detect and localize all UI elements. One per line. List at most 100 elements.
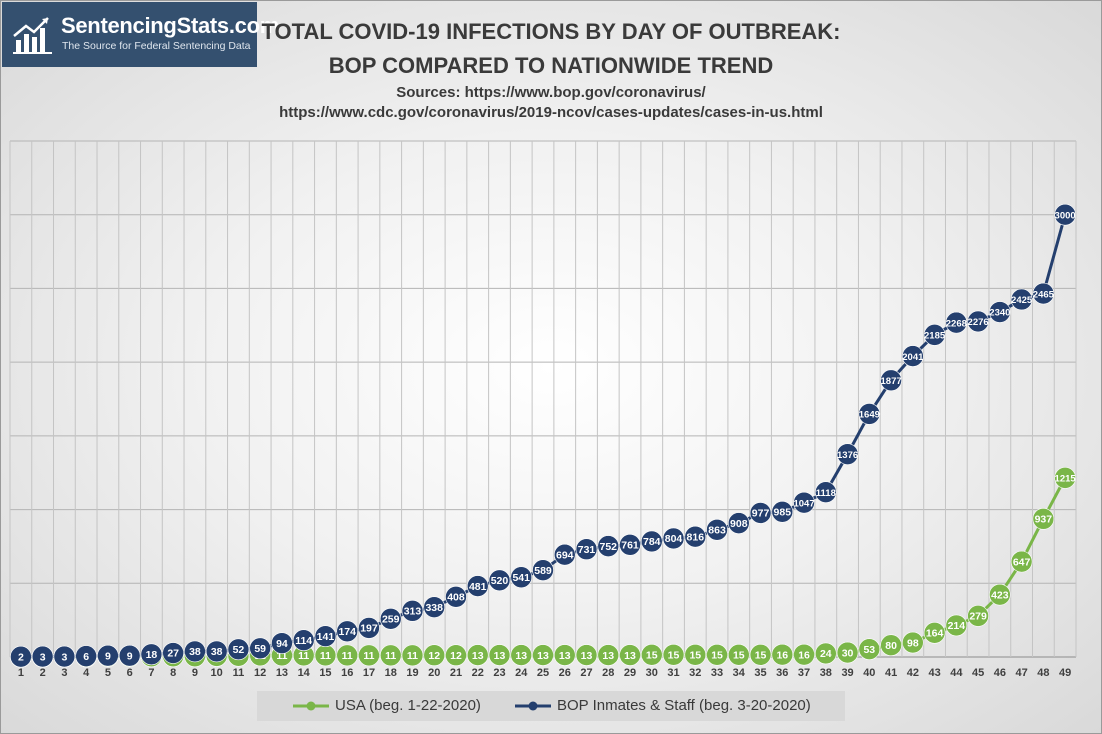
data-label: 38 [211, 646, 223, 658]
data-point [75, 645, 97, 667]
legend-marker-bop-icon [515, 701, 551, 711]
source-line-2: https://www.cdc.gov/coronavirus/2019-nco… [279, 104, 823, 121]
data-label: 9 [127, 650, 133, 662]
data-point [358, 644, 380, 667]
data-label: 2 [18, 651, 24, 663]
x-tick-label: 4 [83, 667, 90, 679]
data-point [880, 634, 902, 657]
x-tick-label: 28 [602, 667, 614, 679]
data-label: 3000 [1055, 210, 1076, 221]
x-tick-label: 23 [493, 667, 505, 679]
data-point [749, 502, 772, 524]
data-point [466, 644, 489, 666]
data-label: 2276 [968, 317, 989, 328]
data-label: 1118 [816, 488, 836, 499]
data-point [423, 596, 446, 618]
data-label: 59 [254, 643, 266, 655]
data-point [292, 629, 315, 651]
x-tick-label: 36 [776, 667, 788, 679]
data-point [1054, 467, 1076, 489]
data-label: 423 [991, 589, 1009, 601]
data-label: 11 [385, 650, 396, 662]
x-tick-label: 20 [428, 667, 440, 679]
data-point [423, 644, 446, 667]
data-label: 12 [450, 650, 462, 662]
data-point [640, 530, 663, 553]
data-label: 15 [755, 649, 767, 661]
x-tick-label: 40 [863, 667, 875, 679]
data-label: 16 [776, 649, 788, 661]
x-tick-label: 17 [363, 667, 375, 679]
x-tick-label: 42 [907, 667, 919, 679]
data-point [858, 638, 881, 660]
x-tick-label: 8 [170, 667, 176, 679]
data-label: 784 [643, 536, 661, 548]
chart-title: TOTAL COVID-19 INFECTIONS BY DAY OF OUTB… [261, 19, 841, 44]
data-point [379, 608, 402, 630]
data-point [880, 369, 902, 392]
data-point [858, 403, 881, 425]
data-point [575, 538, 598, 561]
legend-label-usa: USA (beg. 1-22-2020) [335, 697, 481, 714]
data-label: 94 [276, 638, 288, 650]
data-point [836, 641, 859, 664]
data-point [249, 637, 271, 660]
data-point [401, 600, 424, 622]
data-label: 18 [146, 649, 158, 661]
x-tick-label: 39 [841, 667, 853, 679]
data-point [10, 645, 32, 668]
data-point [1054, 203, 1076, 226]
data-point [358, 617, 380, 639]
x-tick-label: 14 [298, 667, 311, 679]
data-label: 908 [730, 518, 748, 530]
data-point [553, 543, 576, 566]
x-tick-label: 13 [276, 667, 288, 679]
data-point [1010, 288, 1033, 311]
data-label: 259 [382, 614, 400, 626]
data-point [227, 638, 250, 661]
data-label: 2425 [1011, 295, 1033, 306]
data-label: 13 [494, 650, 506, 662]
data-label: 1376 [837, 450, 858, 461]
x-tick-label: 25 [537, 667, 549, 679]
data-label: 694 [556, 549, 574, 561]
data-point [336, 620, 359, 643]
data-label: 313 [404, 606, 422, 618]
data-label: 731 [578, 544, 596, 556]
data-label: 2465 [1033, 289, 1055, 300]
data-point [140, 643, 163, 666]
data-point [1032, 508, 1055, 530]
data-label: 13 [559, 650, 571, 662]
data-label: 11 [407, 650, 418, 662]
x-tick-label: 32 [689, 667, 701, 679]
data-label: 13 [581, 650, 593, 662]
data-point [553, 644, 576, 666]
x-tick-label: 19 [406, 667, 418, 679]
data-point [684, 643, 707, 666]
data-point [597, 644, 620, 666]
data-label: 197 [360, 623, 378, 635]
source-line-1: Sources: https://www.bop.gov/coronavirus… [396, 84, 706, 101]
data-label: 481 [469, 581, 487, 593]
data-label: 977 [752, 508, 770, 520]
data-point [662, 527, 685, 550]
data-point [662, 643, 685, 666]
data-label: 13 [515, 650, 527, 662]
x-tick-label: 10 [211, 667, 223, 679]
data-point [1032, 282, 1055, 305]
x-tick-label: 35 [754, 667, 766, 679]
data-label: 80 [885, 640, 897, 652]
data-label: 30 [842, 647, 854, 659]
data-point [771, 643, 794, 666]
data-point [314, 625, 337, 648]
x-tick-label: 26 [559, 667, 571, 679]
x-tick-label: 11 [233, 667, 245, 679]
logo-tagline: The Source for Federal Sentencing Data [62, 40, 251, 52]
x-tick-label: 15 [319, 667, 331, 679]
data-label: 2340 [989, 308, 1010, 319]
data-label: 53 [863, 644, 875, 656]
x-tick-label: 37 [798, 667, 810, 679]
legend: USA (beg. 1-22-2020) BOP Inmates & Staff… [257, 691, 845, 721]
data-point [793, 491, 815, 514]
